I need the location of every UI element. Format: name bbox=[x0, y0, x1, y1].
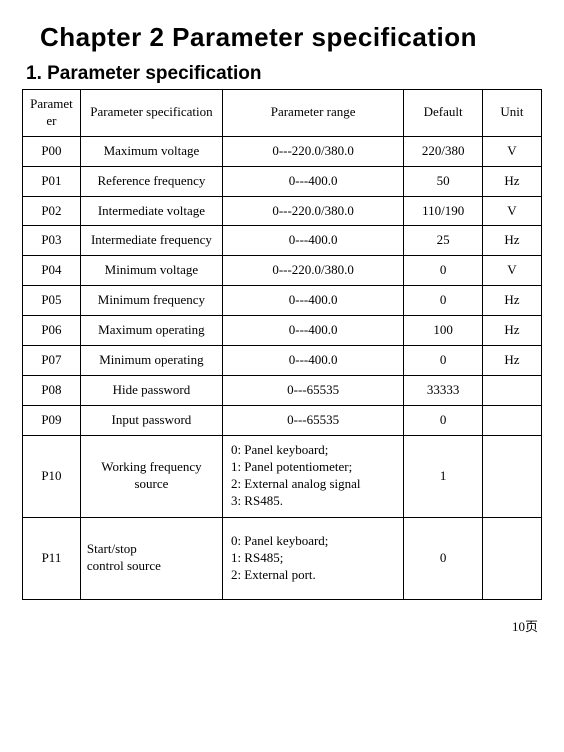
cell-spec: Maximum voltage bbox=[80, 136, 222, 166]
cell-unit: V bbox=[482, 196, 541, 226]
table-row: P06Maximum operating0---400.0100Hz bbox=[23, 316, 542, 346]
table-header-row: Parameter Parameter specification Parame… bbox=[23, 90, 542, 137]
table-row: P09Input password0---655350 bbox=[23, 405, 542, 435]
cell-unit: V bbox=[482, 256, 541, 286]
cell-param: P01 bbox=[23, 166, 81, 196]
cell-spec: Minimum operating bbox=[80, 346, 222, 376]
cell-spec: Minimum frequency bbox=[80, 286, 222, 316]
cell-default: 0 bbox=[404, 517, 483, 599]
cell-default: 33333 bbox=[404, 375, 483, 405]
table-row: P00Maximum voltage0---220.0/380.0220/380… bbox=[23, 136, 542, 166]
cell-spec: Maximum operating bbox=[80, 316, 222, 346]
cell-spec: Hide password bbox=[80, 375, 222, 405]
cell-range: 0---65535 bbox=[222, 405, 403, 435]
cell-unit: Hz bbox=[482, 286, 541, 316]
table-row: P01Reference frequency0---400.050Hz bbox=[23, 166, 542, 196]
cell-unit bbox=[482, 375, 541, 405]
cell-spec: Start/stopcontrol source bbox=[80, 517, 222, 599]
cell-range: 0---220.0/380.0 bbox=[222, 196, 403, 226]
table-row: P07Minimum operating0---400.00Hz bbox=[23, 346, 542, 376]
cell-param: P06 bbox=[23, 316, 81, 346]
cell-range: 0---400.0 bbox=[222, 166, 403, 196]
cell-param: P03 bbox=[23, 226, 81, 256]
cell-default: 1 bbox=[404, 435, 483, 517]
col-range: Parameter range bbox=[222, 90, 403, 137]
table-row: P08Hide password0---6553533333 bbox=[23, 375, 542, 405]
cell-unit: Hz bbox=[482, 166, 541, 196]
cell-param: P02 bbox=[23, 196, 81, 226]
cell-unit: V bbox=[482, 136, 541, 166]
cell-spec: Working frequency source bbox=[80, 435, 222, 517]
cell-range: 0---400.0 bbox=[222, 346, 403, 376]
cell-range: 0---220.0/380.0 bbox=[222, 256, 403, 286]
cell-param: P05 bbox=[23, 286, 81, 316]
col-default: Default bbox=[404, 90, 483, 137]
cell-param: P08 bbox=[23, 375, 81, 405]
cell-unit: Hz bbox=[482, 346, 541, 376]
col-spec: Parameter specification bbox=[80, 90, 222, 137]
cell-spec: Intermediate voltage bbox=[80, 196, 222, 226]
cell-param: P10 bbox=[23, 435, 81, 517]
page-number: 10页 bbox=[0, 608, 564, 635]
cell-default: 0 bbox=[404, 286, 483, 316]
cell-param: P11 bbox=[23, 517, 81, 599]
col-parameter: Parameter bbox=[23, 90, 81, 137]
table-row: P02Intermediate voltage0---220.0/380.011… bbox=[23, 196, 542, 226]
cell-range: 0---400.0 bbox=[222, 226, 403, 256]
cell-range: 0---400.0 bbox=[222, 316, 403, 346]
cell-param: P09 bbox=[23, 405, 81, 435]
cell-unit bbox=[482, 435, 541, 517]
cell-spec: Minimum voltage bbox=[80, 256, 222, 286]
cell-range: 0---220.0/380.0 bbox=[222, 136, 403, 166]
table-row: P04Minimum voltage0---220.0/380.00V bbox=[23, 256, 542, 286]
cell-default: 110/190 bbox=[404, 196, 483, 226]
cell-range: 0: Panel keyboard;1: RS485;2: External p… bbox=[222, 517, 403, 599]
table-row: P03Intermediate frequency0---400.025Hz bbox=[23, 226, 542, 256]
cell-param: P07 bbox=[23, 346, 81, 376]
section-title: 1. Parameter specification bbox=[26, 63, 542, 85]
cell-unit bbox=[482, 405, 541, 435]
cell-default: 220/380 bbox=[404, 136, 483, 166]
cell-default: 25 bbox=[404, 226, 483, 256]
cell-unit: Hz bbox=[482, 226, 541, 256]
table-row: P11Start/stopcontrol source0: Panel keyb… bbox=[23, 517, 542, 599]
parameter-table: Parameter Parameter specification Parame… bbox=[22, 89, 542, 600]
cell-param: P04 bbox=[23, 256, 81, 286]
cell-spec: Intermediate frequency bbox=[80, 226, 222, 256]
cell-param: P00 bbox=[23, 136, 81, 166]
table-row: P10Working frequency source0: Panel keyb… bbox=[23, 435, 542, 517]
cell-spec: Reference frequency bbox=[80, 166, 222, 196]
cell-range: 0: Panel keyboard;1: Panel potentiometer… bbox=[222, 435, 403, 517]
cell-unit: Hz bbox=[482, 316, 541, 346]
cell-range: 0---65535 bbox=[222, 375, 403, 405]
cell-default: 0 bbox=[404, 346, 483, 376]
chapter-title: Chapter 2 Parameter specification bbox=[40, 22, 542, 53]
cell-default: 0 bbox=[404, 256, 483, 286]
table-row: P05Minimum frequency0---400.00Hz bbox=[23, 286, 542, 316]
cell-spec: Input password bbox=[80, 405, 222, 435]
cell-default: 0 bbox=[404, 405, 483, 435]
cell-range: 0---400.0 bbox=[222, 286, 403, 316]
col-unit: Unit bbox=[482, 90, 541, 137]
cell-unit bbox=[482, 517, 541, 599]
cell-default: 50 bbox=[404, 166, 483, 196]
cell-default: 100 bbox=[404, 316, 483, 346]
